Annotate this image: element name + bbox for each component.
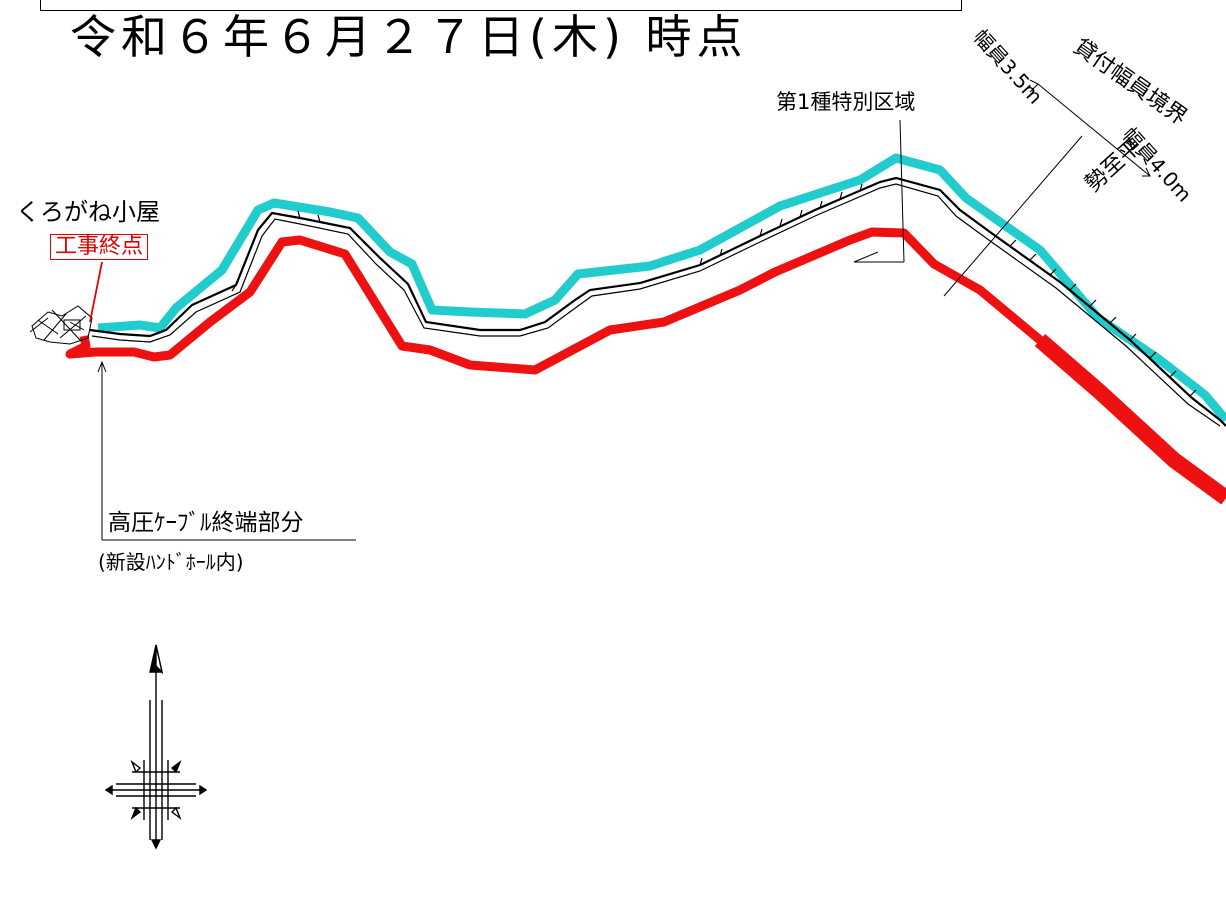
hut-symbol bbox=[29, 305, 93, 345]
title-frame bbox=[40, 0, 962, 11]
route-red bbox=[65, 227, 1226, 502]
width-boundary-lines bbox=[943, 79, 1151, 297]
endpoint-leader bbox=[89, 261, 103, 323]
special-zone-label: 第1種特別区域 bbox=[776, 90, 916, 114]
cable-terminal-label: 高圧ｹｰﾌﾞﾙ終端部分 bbox=[108, 510, 304, 536]
endpoint-label: 工事終点 bbox=[50, 234, 149, 260]
handhole-label: (新設ﾊﾝﾄﾞﾎｰﾙ内) bbox=[98, 550, 244, 574]
road-line-parallel bbox=[91, 183, 1221, 427]
hut-label: くろがね小屋 bbox=[16, 198, 160, 226]
zone-leader bbox=[853, 119, 905, 263]
road-line bbox=[89, 176, 1226, 427]
north-arrow-icon bbox=[104, 644, 208, 850]
route-cyan bbox=[97, 153, 1226, 423]
cable-leader bbox=[97, 360, 356, 541]
map-title: 令和６年６月２７日(木) 時点 bbox=[70, 10, 748, 64]
route-red-thick bbox=[1034, 333, 1226, 505]
road-hatching bbox=[231, 183, 1197, 397]
